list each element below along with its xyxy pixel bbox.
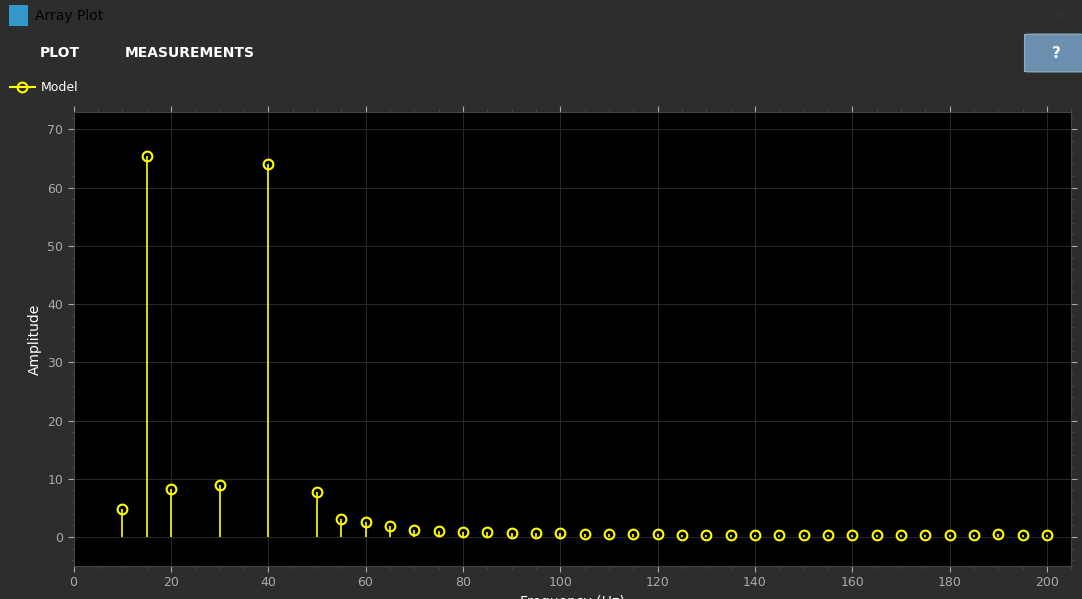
Text: □: □ (1031, 8, 1044, 23)
Text: Array Plot: Array Plot (35, 8, 103, 23)
FancyBboxPatch shape (1025, 34, 1082, 72)
Text: ─: ─ (1011, 8, 1019, 23)
Text: ?: ? (1052, 46, 1060, 60)
X-axis label: Frequency (Hz): Frequency (Hz) (520, 595, 624, 599)
Text: PLOT: PLOT (39, 46, 80, 60)
Bar (9, 5, 28, 26)
Text: MEASUREMENTS: MEASUREMENTS (124, 46, 254, 60)
Text: ✕: ✕ (1055, 8, 1066, 23)
Text: Model: Model (41, 81, 79, 94)
Y-axis label: Amplitude: Amplitude (28, 304, 41, 374)
